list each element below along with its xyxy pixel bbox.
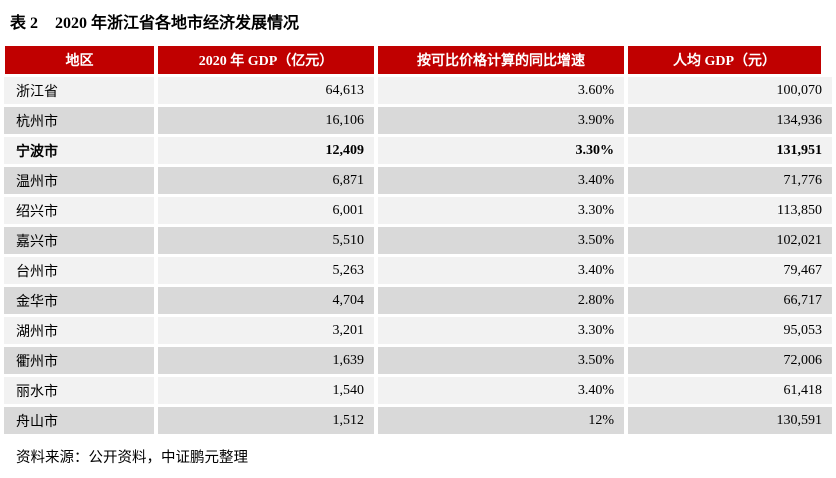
gdp-cell: 12,409 xyxy=(158,137,374,164)
growth-cell: 3.30% xyxy=(378,317,624,344)
table-header-row: 地区 2020 年 GDP（亿元） 按可比价格计算的同比增速 人均 GDP（元） xyxy=(4,46,832,74)
table-row: 衢州市 1,639 3.50% 72,006 xyxy=(4,347,832,374)
region-cell: 台州市 xyxy=(4,257,154,284)
growth-cell: 3.30% xyxy=(378,197,624,224)
per-capita-gdp-cell: 134,936 xyxy=(628,107,832,134)
column-header-gdp: 2020 年 GDP（亿元） xyxy=(158,46,374,74)
table-row: 丽水市 1,540 3.40% 61,418 xyxy=(4,377,832,404)
growth-cell: 3.40% xyxy=(378,377,624,404)
table-row: 绍兴市 6,001 3.30% 113,850 xyxy=(4,197,832,224)
per-capita-gdp-cell: 113,850 xyxy=(628,197,832,224)
gdp-cell: 1,639 xyxy=(158,347,374,374)
gdp-cell: 6,871 xyxy=(158,167,374,194)
data-table: 地区 2020 年 GDP（亿元） 按可比价格计算的同比增速 人均 GDP（元）… xyxy=(4,46,832,434)
table-row: 嘉兴市 5,510 3.50% 102,021 xyxy=(4,227,832,254)
table-row: 金华市 4,704 2.80% 66,717 xyxy=(4,287,832,314)
growth-cell: 12% xyxy=(378,407,624,434)
region-cell: 金华市 xyxy=(4,287,154,314)
gdp-cell: 3,201 xyxy=(158,317,374,344)
gdp-cell: 4,704 xyxy=(158,287,374,314)
region-cell: 杭州市 xyxy=(4,107,154,134)
table-body: 浙江省 64,613 3.60% 100,070 杭州市 16,106 3.90… xyxy=(4,77,832,434)
column-header-region: 地区 xyxy=(4,46,154,74)
gdp-cell: 1,540 xyxy=(158,377,374,404)
per-capita-gdp-cell: 131,951 xyxy=(628,137,832,164)
region-cell: 绍兴市 xyxy=(4,197,154,224)
per-capita-gdp-cell: 95,053 xyxy=(628,317,832,344)
growth-cell: 3.90% xyxy=(378,107,624,134)
table-caption: 表 2 2020 年浙江省各地市经济发展情况 xyxy=(10,9,836,33)
column-header-per-capita-gdp: 人均 GDP（元） xyxy=(628,46,832,74)
per-capita-gdp-cell: 66,717 xyxy=(628,287,832,314)
table-row: 湖州市 3,201 3.30% 95,053 xyxy=(4,317,832,344)
table-row: 台州市 5,263 3.40% 79,467 xyxy=(4,257,832,284)
gdp-cell: 5,263 xyxy=(158,257,374,284)
region-cell: 温州市 xyxy=(4,167,154,194)
table-row: 温州市 6,871 3.40% 71,776 xyxy=(4,167,832,194)
growth-cell: 3.40% xyxy=(378,257,624,284)
column-header-growth: 按可比价格计算的同比增速 xyxy=(378,46,624,74)
table-row: 宁波市 12,409 3.30% 131,951 xyxy=(4,137,832,164)
growth-cell: 3.30% xyxy=(378,137,624,164)
source-note: 资料来源：公开资料，中证鹏元整理 xyxy=(16,450,248,466)
growth-cell: 3.50% xyxy=(378,227,624,254)
region-cell: 浙江省 xyxy=(4,77,154,104)
gdp-cell: 1,512 xyxy=(158,407,374,434)
gdp-cell: 6,001 xyxy=(158,197,374,224)
growth-cell: 3.50% xyxy=(378,347,624,374)
gdp-cell: 5,510 xyxy=(158,227,374,254)
document-page: 表 2 2020 年浙江省各地市经济发展情况 地区 2020 年 GDP（亿元）… xyxy=(0,9,836,467)
table-row: 杭州市 16,106 3.90% 134,936 xyxy=(4,107,832,134)
per-capita-gdp-cell: 61,418 xyxy=(628,377,832,404)
region-cell: 舟山市 xyxy=(4,407,154,434)
per-capita-gdp-cell: 71,776 xyxy=(628,167,832,194)
per-capita-gdp-cell: 72,006 xyxy=(628,347,832,374)
region-cell: 宁波市 xyxy=(4,137,154,164)
growth-cell: 2.80% xyxy=(378,287,624,314)
region-cell: 嘉兴市 xyxy=(4,227,154,254)
per-capita-gdp-cell: 130,591 xyxy=(628,407,832,434)
table-caption-text: 2020 年浙江省各地市经济发展情况 xyxy=(55,15,300,32)
per-capita-gdp-cell: 102,021 xyxy=(628,227,832,254)
gdp-cell: 16,106 xyxy=(158,107,374,134)
region-cell: 湖州市 xyxy=(4,317,154,344)
growth-cell: 3.60% xyxy=(378,77,624,104)
gdp-cell: 64,613 xyxy=(158,77,374,104)
table-row: 浙江省 64,613 3.60% 100,070 xyxy=(4,77,832,104)
region-cell: 衢州市 xyxy=(4,347,154,374)
table-caption-label: 表 2 xyxy=(10,15,39,32)
region-cell: 丽水市 xyxy=(4,377,154,404)
per-capita-gdp-cell: 100,070 xyxy=(628,77,832,104)
growth-cell: 3.40% xyxy=(378,167,624,194)
table-row: 舟山市 1,512 12% 130,591 xyxy=(4,407,832,434)
per-capita-gdp-cell: 79,467 xyxy=(628,257,832,284)
